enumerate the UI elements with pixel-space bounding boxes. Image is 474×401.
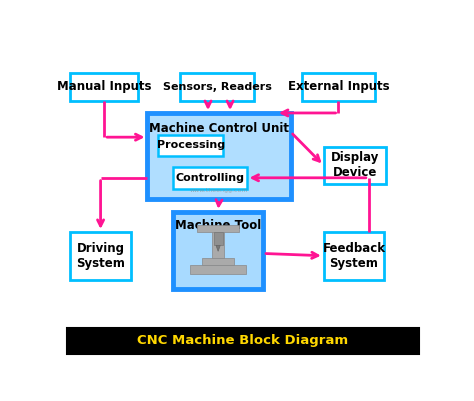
Text: Controlling: Controlling <box>175 173 245 183</box>
FancyBboxPatch shape <box>173 212 263 289</box>
FancyBboxPatch shape <box>324 147 386 184</box>
Text: Manual Inputs: Manual Inputs <box>57 80 152 93</box>
Text: Machine Tool: Machine Tool <box>175 219 261 233</box>
Text: Sensors, Readers: Sensors, Readers <box>163 82 272 92</box>
Bar <box>190 265 246 273</box>
Text: Machine Control Unit: Machine Control Unit <box>149 122 289 135</box>
FancyBboxPatch shape <box>66 328 419 354</box>
FancyBboxPatch shape <box>70 232 131 280</box>
Text: Driving
System: Driving System <box>76 242 125 270</box>
FancyBboxPatch shape <box>181 73 254 101</box>
Text: www.theengg.com: www.theengg.com <box>190 188 248 193</box>
Text: Processing: Processing <box>156 140 225 150</box>
Text: CNC Machine Block Diagram: CNC Machine Block Diagram <box>137 334 348 347</box>
FancyBboxPatch shape <box>147 113 291 199</box>
Polygon shape <box>216 245 220 251</box>
Text: Display
Device: Display Device <box>331 152 379 180</box>
Bar <box>212 228 224 258</box>
Text: External Inputs: External Inputs <box>288 80 389 93</box>
Bar <box>197 225 239 232</box>
Text: Feedback
System: Feedback System <box>322 242 385 270</box>
Bar <box>202 258 234 265</box>
FancyBboxPatch shape <box>70 73 138 101</box>
Bar <box>214 232 222 245</box>
FancyBboxPatch shape <box>158 135 223 156</box>
FancyBboxPatch shape <box>324 232 384 280</box>
FancyBboxPatch shape <box>173 167 246 188</box>
FancyBboxPatch shape <box>301 73 375 101</box>
